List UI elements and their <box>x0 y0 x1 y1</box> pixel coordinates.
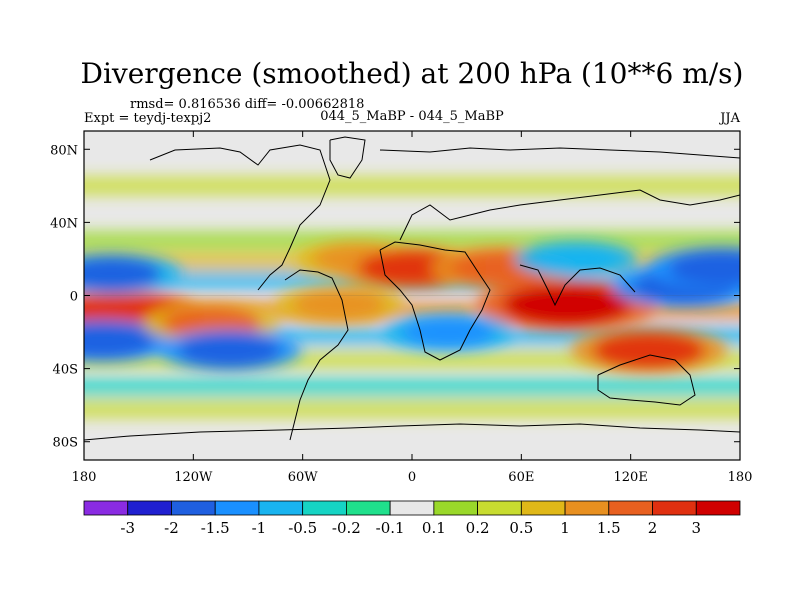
chart-title: Divergence (smoothed) at 200 hPa (10**6 … <box>81 57 744 90</box>
colorbar-swatch <box>433 500 479 516</box>
x-tick-label: 60W <box>288 470 319 485</box>
coastline-outlines <box>84 136 740 441</box>
colorbar-label: -1 <box>252 519 267 537</box>
experiment-label: Expt = teydj-texpj2 <box>84 111 211 126</box>
south-america-outline <box>284 269 349 441</box>
colorbar-label: -1.5 <box>201 519 230 537</box>
field-feature-core <box>532 243 620 274</box>
field-feature-core <box>668 250 740 286</box>
colorbar-swatch <box>83 500 129 516</box>
y-tick-label: 80S <box>53 436 78 451</box>
field-band <box>84 175 740 196</box>
x-tick-label: 60E <box>508 470 534 485</box>
field-feature-core <box>293 289 386 321</box>
colorbar-label: -0.2 <box>332 519 361 537</box>
y-tick-label: 0 <box>70 290 78 305</box>
x-tick-label: 120E <box>614 470 648 485</box>
colorbar-label: 0.2 <box>466 519 490 537</box>
x-tick-label: 180 <box>72 470 97 485</box>
field-feature-core <box>402 316 495 348</box>
field-feature-core <box>502 283 631 326</box>
y-tick-label: 40N <box>50 216 78 231</box>
africa-outline <box>379 241 491 361</box>
x-tick-label: 180 <box>728 470 753 485</box>
colorbar-swatch <box>520 500 566 516</box>
field-feature-core <box>84 256 162 291</box>
colorbar-swatch <box>258 500 304 516</box>
greenland-outline <box>329 136 366 179</box>
field-band <box>84 376 740 397</box>
colorbar-swatch <box>477 500 522 516</box>
colorbar-label: -0.1 <box>376 519 405 537</box>
x-axis-ticks: 180 120W 60W 0 60E 120E 180 <box>72 131 753 485</box>
colorbar-swatch <box>127 500 172 516</box>
colorbar-swatch <box>345 500 391 516</box>
colorbar-label: -0.5 <box>288 519 317 537</box>
map-area <box>84 131 740 460</box>
field-band <box>84 398 740 419</box>
colorbar-swatch <box>608 500 653 516</box>
india-outline <box>519 264 636 307</box>
y-axis-ticks: 80N 40N 0 40S 80S <box>50 143 740 451</box>
comparison-label: 044_5_MaBP - 044_5_MaBP <box>320 109 504 124</box>
colorbar-label: 0.1 <box>422 519 446 537</box>
x-tick-label: 0 <box>408 470 416 485</box>
north-america-outline <box>149 144 331 291</box>
eurasia-north-outline <box>379 147 740 159</box>
colorbar-swatch <box>564 500 610 516</box>
australia-outline <box>597 354 696 406</box>
field-feature-core <box>592 331 705 369</box>
colorbar: -3 -2 -1.5 -1 -0.5 -0.2 -0.1 0.1 0.2 0.5 1 1.5 2 3 <box>83 500 741 537</box>
colorbar-swatch <box>171 500 216 516</box>
colorbar-label: 1.5 <box>597 519 621 537</box>
x-tick-label: 120W <box>174 470 213 485</box>
colorbar-label: 0.5 <box>509 519 533 537</box>
colorbar-label: -2 <box>164 519 179 537</box>
colorbar-label: -3 <box>120 519 135 537</box>
colorbar-swatch <box>214 500 260 516</box>
field-feature-core <box>84 323 155 359</box>
colorbar-label: 1 <box>560 519 570 537</box>
y-tick-label: 40S <box>53 363 78 378</box>
colorbar-label: 3 <box>691 519 701 537</box>
y-tick-label: 80N <box>50 143 78 158</box>
antarctica-outline <box>84 423 740 441</box>
season-label: JJA <box>718 111 740 126</box>
colorbar-swatch <box>302 500 347 516</box>
field-feature-core <box>178 333 281 368</box>
eurasia-outline <box>399 189 740 241</box>
colorbar-swatch <box>389 500 435 516</box>
colorbar-swatch <box>695 500 741 516</box>
stats-label: rmsd= 0.816536 diff= -0.00662818 <box>130 97 364 112</box>
colorbar-label: 2 <box>648 519 658 537</box>
colorbar-swatch <box>652 500 697 516</box>
